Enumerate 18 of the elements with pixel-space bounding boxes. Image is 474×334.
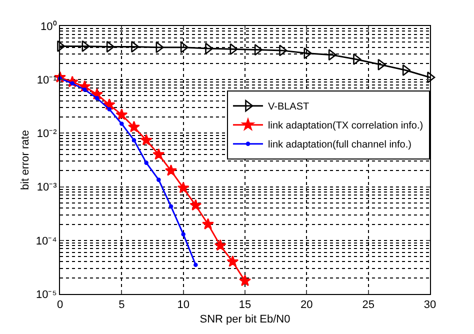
y-tick-label: 10⁻⁴ (36, 235, 58, 248)
x-tick-label: 5 (118, 299, 125, 312)
y-axis-title: bit error rate (19, 130, 32, 190)
legend-label: V-BLAST (268, 102, 310, 113)
x-tick-label: 30 (424, 299, 436, 312)
y-tick-label: 10⁰ (40, 20, 57, 33)
x-axis-title: SNR per bit Eb/N0 (200, 313, 290, 326)
y-tick-label: 10⁻² (36, 128, 58, 140)
x-tick-label: 20 (300, 299, 313, 312)
x-tick-label: 15 (238, 299, 252, 312)
x-tick-label: 25 (362, 299, 374, 312)
y-tick-label: 10⁻³ (36, 182, 58, 194)
x-tick-label: 0 (56, 299, 64, 312)
y-tick-label: 10⁻¹ (36, 74, 58, 86)
y-tick-label: 10⁻⁵ (36, 288, 57, 301)
legend-label: link adaptation(TX correlation info.) (268, 120, 424, 132)
legend-label: link adaptation(full channel info.) (268, 140, 412, 151)
x-tick-label: 10 (177, 299, 190, 312)
